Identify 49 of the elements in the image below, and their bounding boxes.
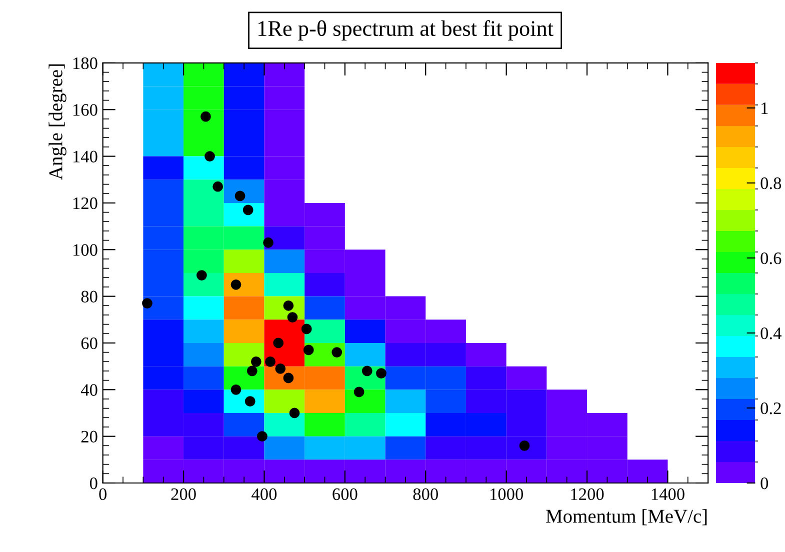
point — [212, 181, 224, 192]
point — [273, 338, 284, 348]
y-tick-label: 100 — [73, 244, 98, 256]
color-bar-label: 0 — [760, 477, 768, 490]
point — [257, 431, 268, 442]
x-tick-label: 400 — [252, 488, 277, 500]
point — [362, 366, 372, 376]
point — [204, 151, 215, 162]
color-bar-label: 0.2 — [760, 402, 781, 414]
chart-title: 1Re p-θ spectrum at best fit point — [258, 20, 554, 41]
point — [376, 368, 386, 379]
color-bar-label: 1 — [762, 102, 768, 114]
x-tick-label: 200 — [171, 488, 196, 500]
point — [230, 384, 242, 395]
x-tick-label: 1000 — [490, 488, 524, 500]
point — [246, 366, 258, 376]
point — [196, 270, 207, 280]
y-tick-label: 120 — [73, 197, 98, 210]
point — [303, 344, 314, 356]
point — [332, 347, 342, 358]
x-tick-label: 600 — [332, 488, 358, 500]
point — [265, 356, 276, 367]
y-tick-label: 20 — [81, 430, 98, 443]
color-bar-label: 0.8 — [760, 177, 782, 190]
x-axis-title: Momentum [MeV/c] — [546, 509, 707, 526]
y-tick-label: 40 — [80, 384, 98, 396]
x-tick-label: 0 — [99, 488, 107, 500]
y-tick-label: 180 — [73, 57, 98, 70]
y-tick-label: 0 — [90, 477, 98, 490]
y-axis-title: Angle [degree] — [48, 64, 66, 180]
color-bar-label: 0.4 — [760, 327, 782, 340]
point — [301, 324, 312, 334]
point — [289, 408, 300, 418]
point — [354, 386, 364, 398]
point — [244, 396, 256, 407]
point — [275, 363, 286, 374]
point — [250, 356, 262, 367]
point — [230, 279, 242, 290]
point — [142, 298, 152, 308]
y-tick-label: 160 — [73, 104, 98, 116]
x-tick-label: 800 — [413, 488, 438, 500]
y-tick-label: 140 — [73, 150, 98, 162]
x-tick-label: 1200 — [571, 488, 604, 500]
point — [263, 237, 274, 248]
x-tick-label: 1400 — [652, 488, 684, 500]
color-bar-label: 0.6 — [760, 252, 782, 264]
y-tick-label: 80 — [81, 290, 98, 302]
point — [287, 312, 298, 322]
y-tick-label: 60 — [81, 337, 98, 350]
